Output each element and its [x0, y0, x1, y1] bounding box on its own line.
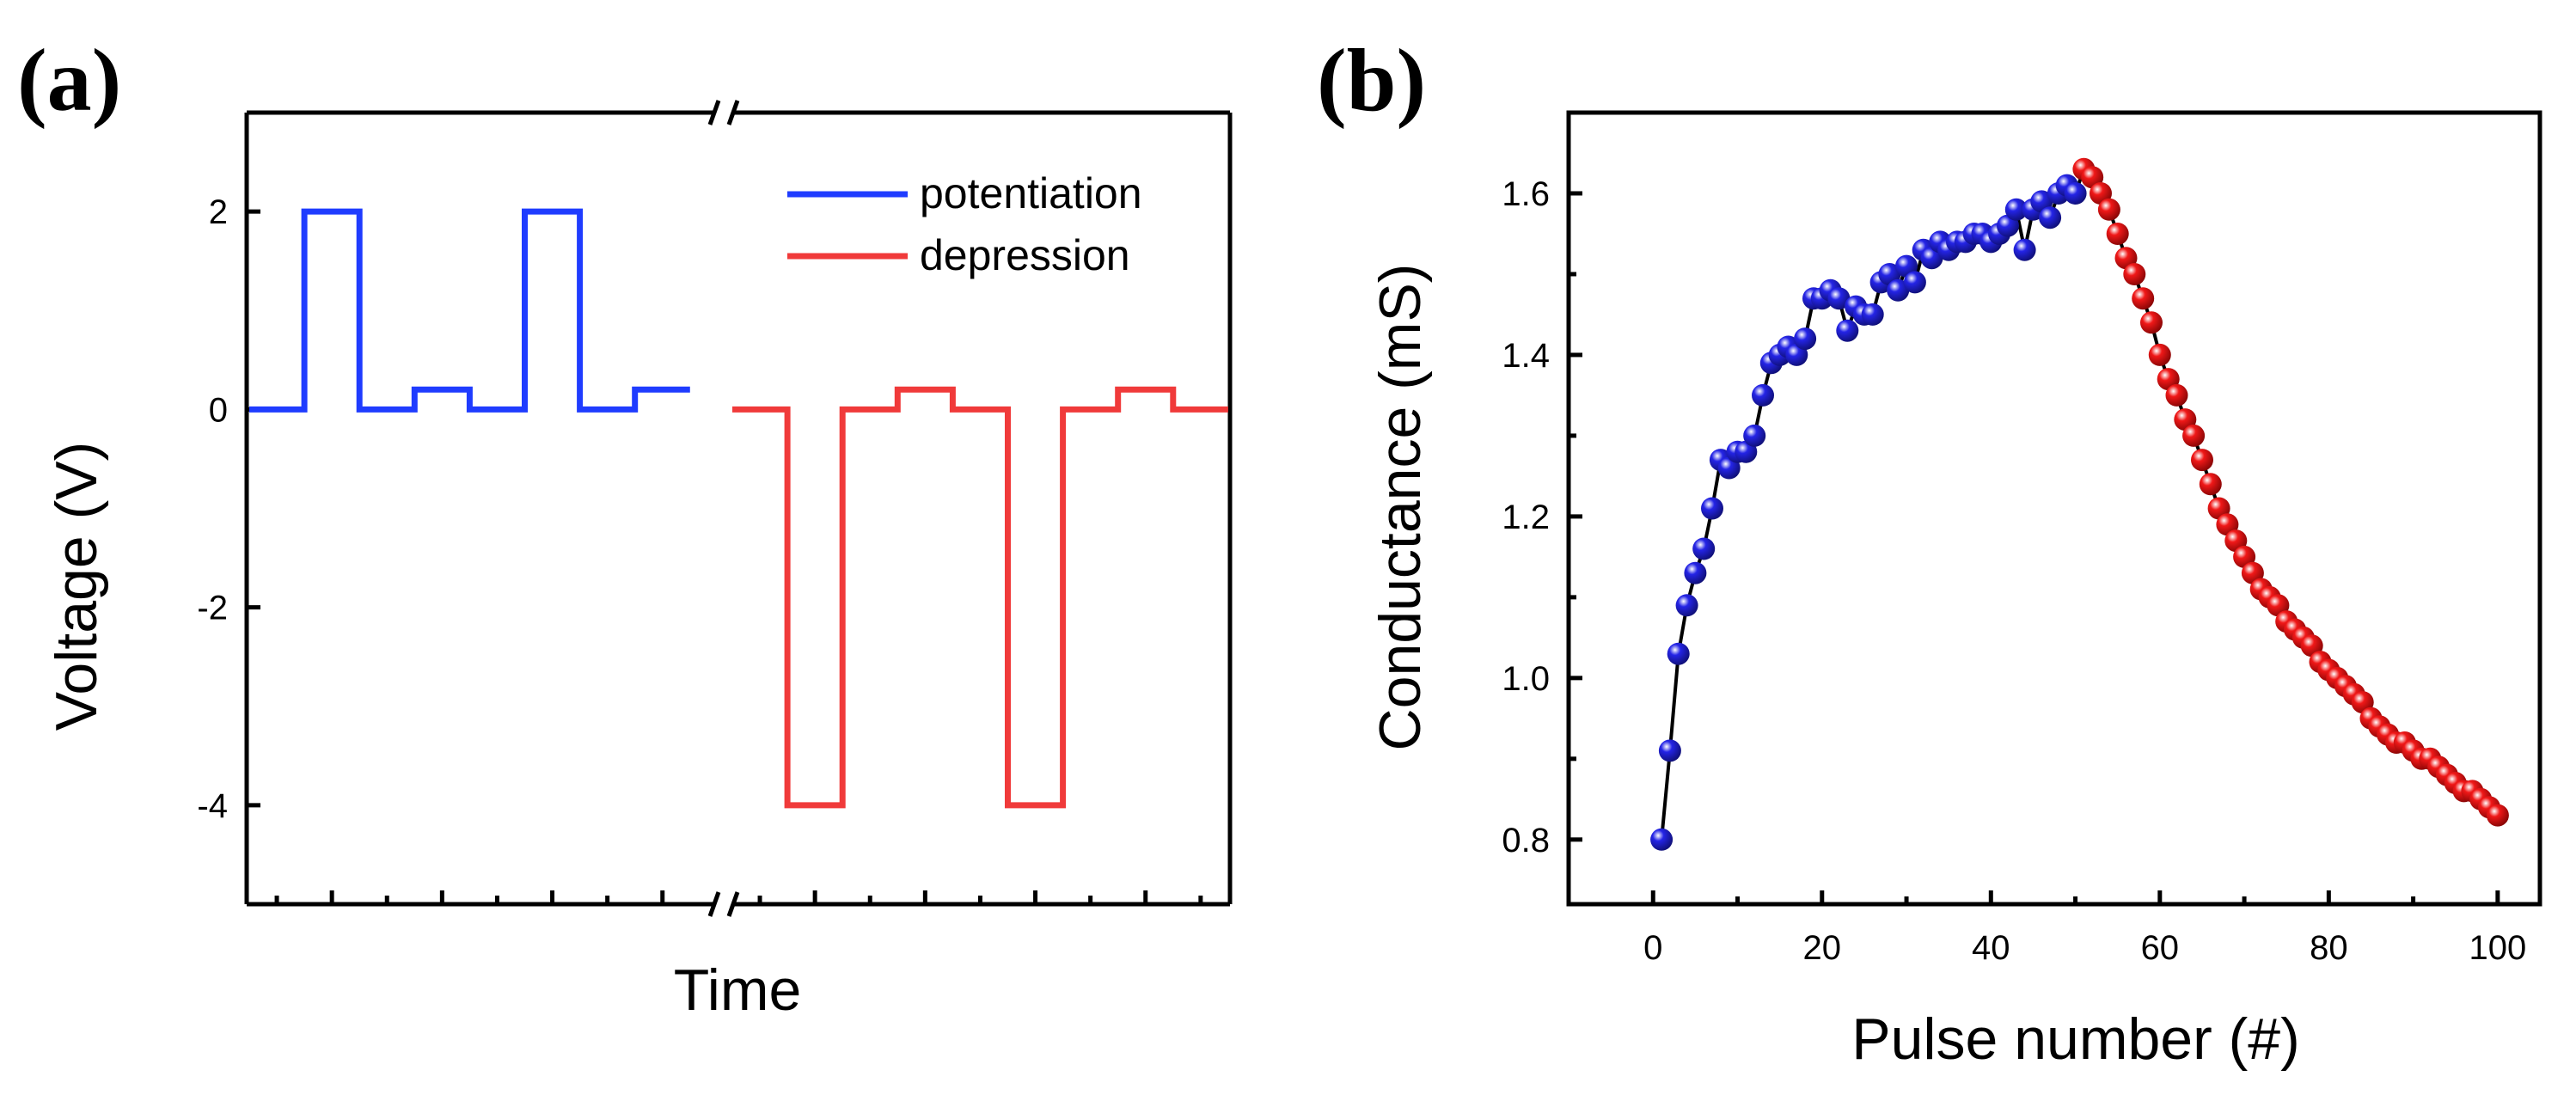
panel-b-point-potentiation [2004, 198, 2028, 221]
panel-b-point-potentiation [1650, 828, 1673, 851]
panel-b-point-potentiation [1675, 594, 1698, 617]
panel-a: (a) -4 -2 0 2 potentiation depression Time V… [17, 31, 1233, 1023]
panel-b-ticks: 0 20 40 60 80 100 0.8 1.0 1.2 1.4 1.6 [1502, 110, 2526, 967]
panel-b-connecting-line [1660, 166, 2500, 840]
panel-b-point-potentiation [1887, 278, 1910, 302]
panel-a-series-depression [732, 386, 1228, 809]
panel-a-ytick-label: 2 [209, 193, 228, 231]
panel-b-ytick-label: 1.4 [1502, 337, 1550, 375]
panel-b-plot-frame [1566, 110, 2542, 907]
panel-b-point-potentiation [1794, 327, 1817, 351]
panel-b-ytick-label: 1.0 [1502, 660, 1550, 698]
panel-b-xtick-label: 100 [2469, 929, 2526, 967]
panel-b-point-depression [2132, 287, 2155, 310]
panel-b-point-potentiation [1752, 383, 1774, 407]
panel-a-ylabel: Voltage (V) [44, 442, 109, 731]
panel-b-point-depression [2123, 263, 2146, 285]
panel-b-point-depression [2199, 473, 2222, 496]
panel-a-xlabel: Time [674, 957, 802, 1023]
panel-b-xlabel: Pulse number (#) [1851, 1006, 2300, 1072]
panel-b-label: (b) [1317, 31, 1426, 130]
panel-b-point-potentiation [1692, 537, 1716, 560]
panel-b-point-potentiation [2013, 238, 2036, 261]
panel-a-legend: potentiation depression [787, 169, 1142, 279]
panel-b-xtick-label: 40 [1972, 929, 2010, 967]
panel-b-point-depression [2106, 223, 2129, 245]
panel-b-point-potentiation [1658, 739, 1681, 762]
panel-b-point-potentiation [1903, 271, 1926, 294]
panel-b-point-potentiation [1827, 287, 1851, 310]
panel-a-axis-break-mark-bottom-1 [707, 891, 721, 917]
panel-b-connecting-polyline [1660, 166, 2500, 840]
panel-b-ytick-label: 1.2 [1502, 499, 1550, 536]
panel-b-point-potentiation [2039, 206, 2062, 229]
panel-a-ytick-label: -4 [197, 787, 228, 825]
panel-a-ytick-label: -2 [197, 590, 228, 627]
panel-a-series [249, 208, 1228, 809]
panel-b-xtick-label: 0 [1643, 929, 1662, 967]
panel-b-point-depression [2148, 343, 2171, 366]
panel-a-ytick-label: 0 [209, 391, 228, 429]
panel-a-axis-break-mark-bottom-2 [726, 891, 740, 917]
panel-b-data-points [1650, 157, 2509, 851]
panel-b-point-potentiation [1836, 319, 1859, 342]
panel-b-xtick-label: 60 [2141, 929, 2180, 967]
panel-b-point-potentiation [1667, 642, 1690, 665]
panel-a-label: (a) [17, 31, 121, 130]
panel-b-ylabel: Conductance (mS) [1368, 264, 1433, 751]
panel-b-point-potentiation [1701, 497, 1723, 520]
panel-b-point-potentiation [1743, 424, 1766, 447]
panel-b-xtick-label: 80 [2310, 929, 2348, 967]
panel-a-axes-frame [244, 100, 1233, 917]
panel-a-axis-break-mark-top-2 [726, 100, 740, 125]
panel-b-point-depression [2097, 198, 2120, 221]
panel-b-point-potentiation [2064, 182, 2087, 205]
panel-b-point-depression [2486, 804, 2509, 827]
panel-a-legend-label-potentiation: potentiation [920, 169, 1142, 217]
panel-a-series-potentiation [249, 208, 690, 413]
panel-b-xtick-label: 20 [1803, 929, 1842, 967]
panel-b-ytick-label: 0.8 [1502, 822, 1550, 859]
panel-a-ticks: -4 -2 0 2 [197, 193, 1203, 904]
panel-b-point-depression [2140, 311, 2163, 334]
panel-b-axes-frame [1566, 110, 2542, 907]
panel-b-point-depression [2182, 424, 2206, 447]
panel-b-point-potentiation [1861, 303, 1884, 326]
panel-b-ytick-label: 1.6 [1502, 175, 1550, 213]
panel-a-legend-label-depression: depression [920, 231, 1130, 279]
panel-b-point-depression [2191, 449, 2213, 472]
panel-b-point-depression [2165, 383, 2188, 407]
panel-b-point-potentiation [1684, 561, 1707, 584]
panel-a-axis-break-mark-top-1 [707, 100, 721, 125]
panel-b: (b) 0 20 40 60 80 100 0.8 1.0 1.2 1.4 1.6 Pulse nu… [1317, 31, 2542, 1072]
